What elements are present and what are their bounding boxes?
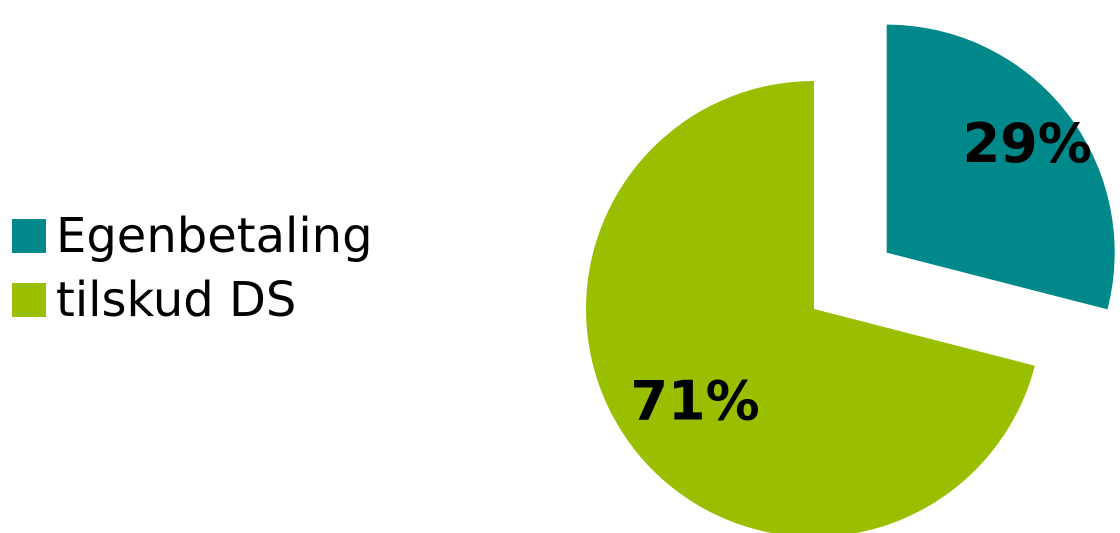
legend: Egenbetaling tilskud DS	[12, 204, 373, 332]
legend-label-tilskud-ds: tilskud DS	[56, 272, 297, 328]
slice-tilskud-ds	[586, 81, 1035, 533]
slice-egenbetaling	[886, 24, 1115, 310]
legend-swatch-egenbetaling	[12, 219, 46, 253]
legend-item-egenbetaling: Egenbetaling	[12, 204, 373, 268]
legend-item-tilskud-ds: tilskud DS	[12, 268, 373, 332]
legend-label-egenbetaling: Egenbetaling	[56, 208, 373, 264]
data-label-egenbetaling: 29%	[963, 112, 1092, 175]
data-label-tilskud-ds: 71%	[630, 370, 759, 433]
legend-swatch-tilskud-ds	[12, 283, 46, 317]
